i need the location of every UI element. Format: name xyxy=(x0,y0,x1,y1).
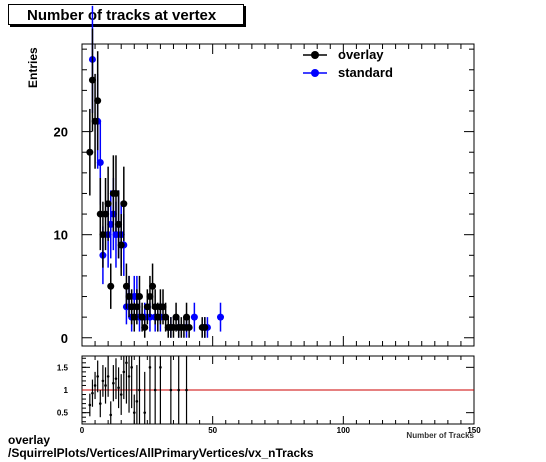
overlay-point xyxy=(138,313,146,321)
ratio-point xyxy=(122,370,126,374)
overlay-point xyxy=(201,323,209,331)
overlay-point xyxy=(88,76,96,84)
ratio-xtick-label: 150 xyxy=(467,426,481,435)
ratio-point xyxy=(148,366,152,369)
ratio-point xyxy=(177,388,180,392)
ratio-point xyxy=(153,388,157,392)
legend-overlay-marker xyxy=(311,51,319,59)
overlay-point xyxy=(125,293,133,301)
main-ytick-label: 0 xyxy=(61,331,68,346)
standard-point xyxy=(96,159,104,167)
ratio-point xyxy=(101,379,105,383)
chart-title: Number of tracks at vertex xyxy=(8,4,244,25)
ratio-point xyxy=(117,386,120,390)
overlay-point xyxy=(143,303,151,311)
overlay-point xyxy=(107,282,115,290)
overlay-point xyxy=(128,303,136,311)
ratio-point xyxy=(119,393,123,396)
ratio-xlabel: Number of Tracks xyxy=(406,431,474,440)
standard-point xyxy=(190,313,198,321)
overlay-point xyxy=(172,313,180,321)
main-ytick-label: 10 xyxy=(54,228,68,243)
overlay-point xyxy=(151,303,159,311)
standard-point xyxy=(107,220,115,228)
legend: overlay standard xyxy=(303,47,393,80)
legend-standard-marker xyxy=(311,69,319,77)
ratio-point xyxy=(185,388,188,392)
ratio-point xyxy=(138,388,141,392)
ratio-point xyxy=(109,413,113,417)
overlay-point xyxy=(120,200,128,208)
ratio-xtick-label: 100 xyxy=(337,426,351,435)
ratio-ytick-label: 1.5 xyxy=(57,363,69,372)
overlay-point xyxy=(91,117,99,125)
ratio-point xyxy=(106,375,110,378)
ratio-point xyxy=(132,411,136,414)
legend-overlay-label: overlay xyxy=(338,47,384,62)
standard-point xyxy=(217,313,225,321)
ratio-xtick-label: 50 xyxy=(208,426,217,435)
main-axes: 0 10 20 xyxy=(54,44,475,346)
footer-path: /SquirrelPlots/Vertices/AllPrimaryVertic… xyxy=(8,446,314,460)
ratio-ytick-label: 0.5 xyxy=(57,409,69,418)
overlay-point xyxy=(169,323,177,331)
overlay-point xyxy=(122,282,130,290)
ratio-marks xyxy=(82,356,474,424)
overlay-point xyxy=(185,323,193,331)
overlay-point xyxy=(112,189,120,197)
overlay-point xyxy=(133,303,141,311)
overlay-point xyxy=(99,231,107,239)
ratio-point xyxy=(93,384,97,387)
ratio-point xyxy=(114,377,118,380)
overlay-point xyxy=(180,323,188,331)
main-marks xyxy=(86,5,225,338)
ratio-point xyxy=(143,411,147,414)
ratio-point xyxy=(104,384,107,387)
overlay-point xyxy=(149,282,157,290)
overlay-point xyxy=(146,293,154,301)
overlay-point xyxy=(154,313,162,321)
overlay-point xyxy=(183,313,191,321)
ratio-point xyxy=(135,400,139,403)
ratio-point xyxy=(91,391,94,395)
ratio-point xyxy=(96,375,99,378)
ratio-point xyxy=(125,361,128,365)
overlay-point xyxy=(94,97,102,105)
overlay-point xyxy=(141,323,149,331)
ratio-point xyxy=(159,366,162,369)
overlay-point xyxy=(159,303,167,311)
main-plot-frame xyxy=(81,43,475,347)
ratio-point xyxy=(127,375,131,378)
standard-point xyxy=(112,231,120,239)
overlay-point xyxy=(117,241,125,249)
overlay-point xyxy=(102,210,110,218)
ratio-xtick-label: 0 xyxy=(80,426,85,435)
overlay-point xyxy=(104,200,112,208)
ratio-point xyxy=(88,403,92,407)
ratio-ytick-label: 1 xyxy=(64,386,69,395)
ratio-point xyxy=(169,388,173,392)
overlay-point xyxy=(96,210,104,218)
main-ylabel: Entries xyxy=(26,47,40,88)
footer-title: overlay xyxy=(8,433,51,447)
overlay-point xyxy=(130,313,138,321)
overlay-point xyxy=(86,148,94,156)
overlay-point xyxy=(162,313,170,321)
main-ytick-label: 20 xyxy=(54,125,68,140)
legend-standard-label: standard xyxy=(338,65,393,80)
ratio-point xyxy=(130,366,133,369)
ratio-point xyxy=(98,402,102,405)
ratio-point xyxy=(112,381,115,385)
ratio-axes: 0.5 1 1.5 0 50 100 150 xyxy=(57,356,481,435)
overlay-point xyxy=(115,220,123,228)
overlay-point xyxy=(135,293,143,301)
